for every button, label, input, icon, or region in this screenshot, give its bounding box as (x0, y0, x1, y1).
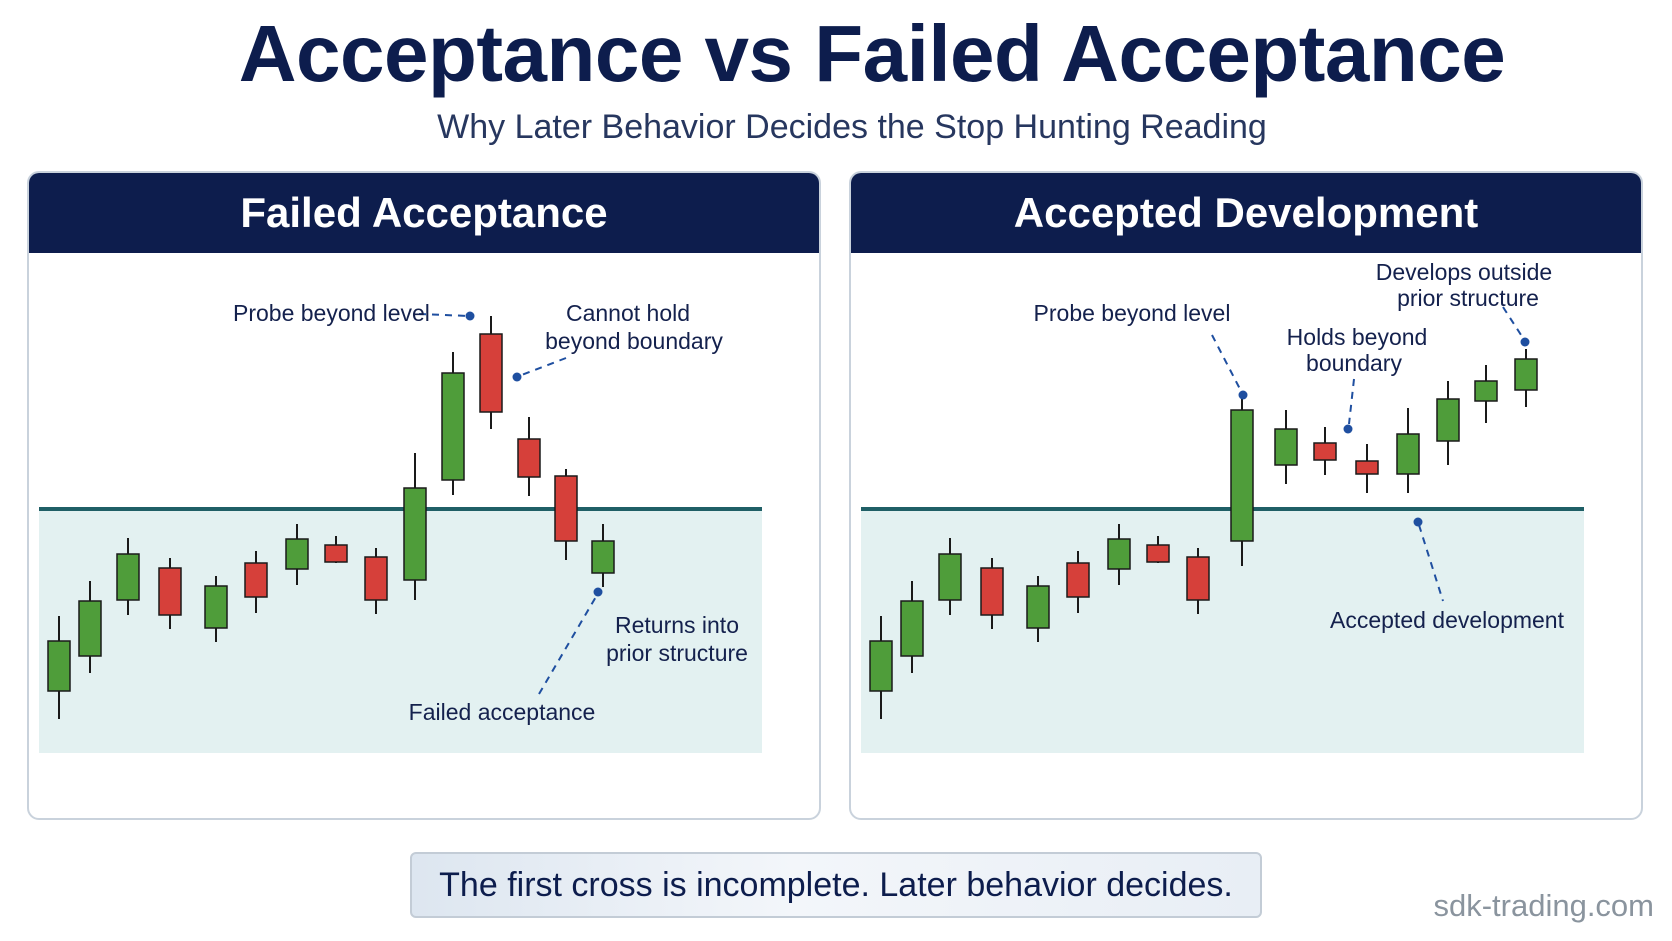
bullish-candle (47, 640, 71, 692)
candlestick-series (47, 316, 615, 719)
site-watermark: sdk-trading.com (1433, 888, 1654, 923)
bullish-candle (591, 540, 615, 574)
holds-beyond-label-line2: boundary (1306, 350, 1402, 376)
bearish-candle (1313, 442, 1337, 461)
bearish-candle (1355, 460, 1379, 475)
bullish-candle (204, 585, 228, 629)
returns-into-label-line1: Returns into (615, 612, 739, 638)
returns-into-label-line2: prior structure (606, 640, 748, 666)
cannot-hold-label-line2: beyond boundary (545, 328, 723, 354)
failed-acceptance-label: Failed acceptance (409, 699, 596, 725)
bearish-candle (1066, 562, 1090, 598)
bearish-candle (479, 333, 503, 413)
failed-acceptance-panel: Probe beyond level Cannot hold beyond bo… (27, 171, 821, 820)
bullish-candle (1107, 538, 1131, 570)
bearish-candle (980, 567, 1004, 616)
probe-callout-line (418, 313, 470, 317)
bullish-candle (869, 640, 893, 692)
accepted-development-panel: Probe beyond level Holds beyond boundary… (849, 171, 1643, 820)
failed-callout-line (538, 594, 598, 695)
bearish-candle (158, 567, 182, 616)
bullish-candle (403, 487, 427, 581)
probe-callout-dot (1238, 390, 1248, 400)
accepted-development-label: Accepted development (1330, 607, 1565, 633)
accepted-development-header: Accepted Development (851, 173, 1641, 253)
bearish-candle (1186, 556, 1210, 601)
cannot-hold-callout-dot (512, 372, 522, 382)
cannot-hold-label-line1: Cannot hold (566, 300, 690, 326)
key-takeaway-banner: The first cross is incomplete. Later beh… (410, 852, 1262, 918)
develops-outside-label-line1: Develops outside (1376, 259, 1552, 285)
bearish-candle (1146, 544, 1170, 563)
develops-callout-line (1502, 306, 1524, 339)
bullish-candle (1396, 433, 1420, 475)
cannot-hold-callout-line (518, 357, 567, 377)
accepted-callout-dot (1413, 517, 1423, 527)
bullish-candle (1274, 428, 1298, 466)
prior-structure-zone (39, 509, 762, 753)
probe-callout-dot (465, 311, 475, 321)
develops-callout-dot (1520, 337, 1530, 347)
accepted-callout-line (1418, 524, 1444, 602)
bearish-candle (554, 475, 578, 542)
bullish-candle (441, 372, 465, 481)
bullish-candle (1514, 358, 1538, 391)
probe-callout-line (1211, 334, 1242, 392)
develops-outside-label-line2: prior structure (1397, 285, 1539, 311)
bullish-candle (1474, 380, 1498, 402)
bullish-candle (900, 600, 924, 657)
bullish-candle (116, 553, 140, 601)
failed-acceptance-header: Failed Acceptance (29, 173, 819, 253)
failed-callout-dot (593, 587, 603, 597)
bearish-candle (244, 562, 268, 598)
page-title: Acceptance vs Failed Acceptance (238, 9, 1506, 98)
holds-callout-line (1348, 378, 1355, 425)
probe-beyond-level-label: Probe beyond level (1034, 300, 1231, 326)
bullish-candle (285, 538, 309, 570)
failed-acceptance-chart: Probe beyond level Cannot hold beyond bo… (39, 300, 762, 753)
holds-callout-dot (1343, 424, 1353, 434)
bullish-candle (938, 553, 962, 601)
candlestick-series (869, 349, 1538, 719)
bearish-candle (324, 544, 348, 563)
bullish-candle (1026, 585, 1050, 629)
bearish-candle (517, 438, 541, 478)
page-subtitle: Why Later Behavior Decides the Stop Hunt… (437, 108, 1267, 146)
prior-structure-zone (861, 509, 1584, 753)
bullish-candle (1436, 398, 1460, 442)
bullish-candle (1230, 409, 1254, 542)
bearish-candle (364, 556, 388, 601)
accepted-development-chart: Probe beyond level Holds beyond boundary… (861, 259, 1584, 753)
bullish-candle (78, 600, 102, 657)
probe-beyond-level-label: Probe beyond level (233, 300, 430, 326)
holds-beyond-label-line1: Holds beyond (1287, 324, 1428, 350)
